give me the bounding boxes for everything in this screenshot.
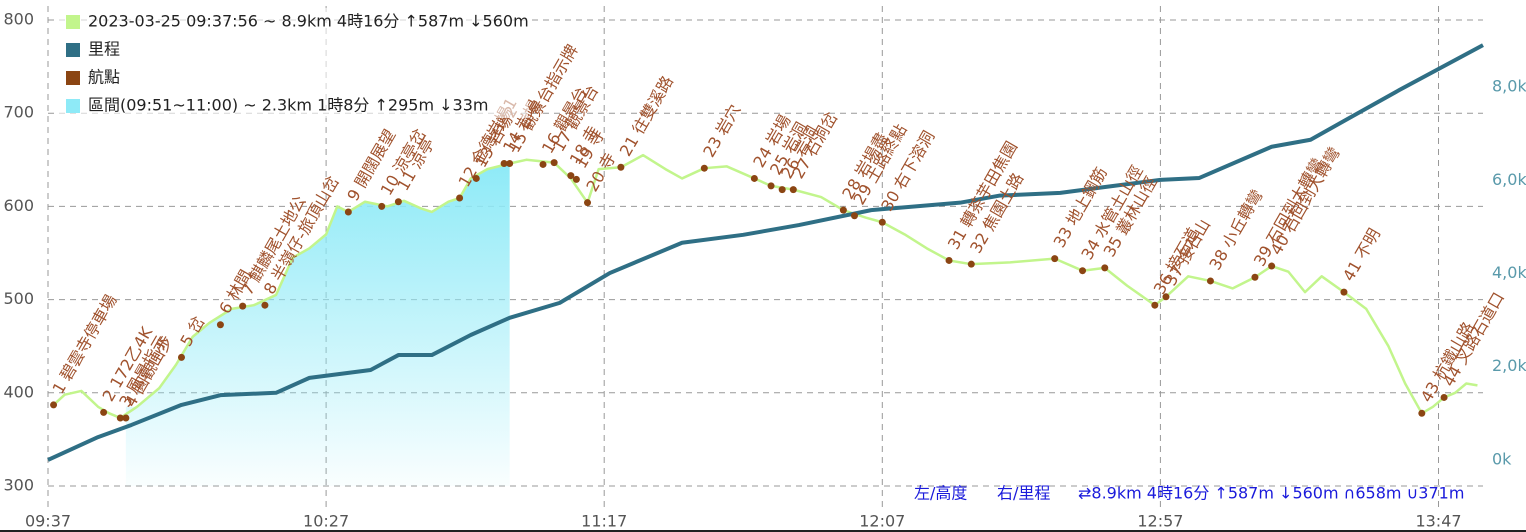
x-tick-label: 11:17 <box>581 512 627 531</box>
legend-swatch <box>66 71 80 85</box>
legend-label: 區間(09:51~11:00) ~ 2.3km 1時8分 ↑295m ↓33m <box>88 96 489 115</box>
y-tick-label: 800 <box>3 10 34 29</box>
waypoint <box>567 172 575 180</box>
waypoint <box>789 186 797 194</box>
x-tick-label: 09:37 <box>25 512 71 531</box>
waypoint <box>945 256 953 264</box>
waypoint <box>344 208 352 216</box>
waypoint <box>216 321 224 329</box>
waypoint <box>116 414 124 422</box>
waypoint-label: 41 不明 <box>1339 225 1384 284</box>
waypoint <box>1340 288 1348 296</box>
waypoint <box>1162 293 1170 301</box>
legend-swatch <box>66 15 80 29</box>
waypoint <box>700 164 708 172</box>
waypoint <box>50 401 58 409</box>
waypoint <box>1151 301 1159 309</box>
waypoint <box>767 182 775 190</box>
legend: 2023-03-25 09:37:56 ~ 8.9km 4時16分 ↑587m … <box>58 8 529 118</box>
waypoint <box>572 175 580 183</box>
waypoint <box>750 174 758 182</box>
y2-tick-label: 4,0k <box>1492 263 1526 282</box>
y-tick-label: 400 <box>3 382 34 401</box>
legend-label: 航點 <box>88 68 120 87</box>
legend-label: 里程 <box>88 40 120 59</box>
waypoint <box>1206 277 1214 285</box>
waypoint <box>1051 255 1059 263</box>
annotation: 右/里程 <box>997 484 1050 503</box>
distance-line <box>47 43 1484 462</box>
waypoint <box>850 212 858 220</box>
waypoint <box>472 174 480 182</box>
waypoint <box>839 206 847 214</box>
y2-tick-label: 6,0k <box>1492 170 1526 189</box>
waypoint <box>506 160 514 168</box>
waypoint <box>878 218 886 226</box>
legend-label: 2023-03-25 09:37:56 ~ 8.9km 4時16分 ↑587m … <box>88 12 529 31</box>
waypoint <box>1418 409 1426 417</box>
waypoint <box>1268 262 1276 270</box>
waypoint <box>239 302 247 310</box>
waypoint <box>122 414 130 422</box>
waypoint <box>261 301 269 309</box>
waypoint <box>1079 267 1087 275</box>
x-tick-label: 10:27 <box>303 512 349 531</box>
waypoint <box>394 198 402 206</box>
waypoint <box>1251 273 1259 281</box>
waypoint-label: 40 石回到大轉彎 <box>1267 144 1344 259</box>
y-tick-label: 500 <box>3 289 34 308</box>
waypoint <box>100 408 108 416</box>
waypoint <box>550 159 558 167</box>
waypoint <box>177 353 185 361</box>
waypoint <box>617 163 625 171</box>
waypoint <box>778 186 786 194</box>
annotation: 左/高度 <box>914 484 967 503</box>
x-tick-label: 12:07 <box>859 512 905 531</box>
waypoint <box>500 160 508 168</box>
waypoint <box>539 160 547 168</box>
waypoint <box>456 194 464 202</box>
waypoint <box>967 260 975 268</box>
waypoint-label: 21 往雙溪路 <box>616 73 677 160</box>
y2-tick-label: 0k <box>1492 449 1512 468</box>
y-tick-label: 300 <box>3 476 34 495</box>
legend-swatch <box>66 99 80 113</box>
y-tick-label: 600 <box>3 196 34 215</box>
elevation-line <box>52 153 1478 420</box>
interval-area <box>125 163 510 486</box>
waypoint-label: 23 岩穴 <box>699 101 744 160</box>
waypoint <box>1101 264 1109 272</box>
y2-tick-label: 2,0k <box>1492 356 1526 375</box>
annotation: ⇄8.9km 4時16分 ↑587m ↓560m ∩658m ∪371m <box>1078 484 1464 503</box>
legend-swatch <box>66 43 80 57</box>
x-tick-label: 13:47 <box>1415 512 1461 531</box>
legend-bg <box>58 8 528 118</box>
waypoint <box>378 202 386 210</box>
x-tick-label: 12:57 <box>1137 512 1183 531</box>
y2-tick-label: 8,0k <box>1492 77 1526 96</box>
waypoint <box>584 199 592 207</box>
y-tick-label: 700 <box>3 103 34 122</box>
waypoint <box>1440 393 1448 401</box>
